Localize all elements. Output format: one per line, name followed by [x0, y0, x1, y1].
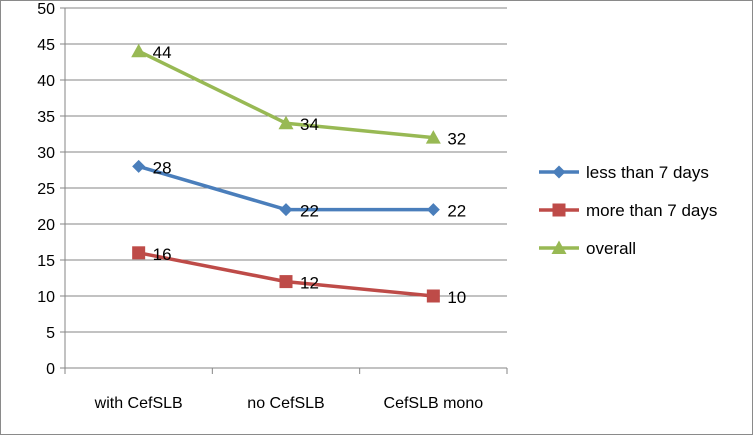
y-tick-label: 10	[37, 289, 55, 306]
data-label: 10	[447, 288, 466, 307]
data-label: 44	[153, 43, 172, 62]
legend-marker	[552, 203, 566, 217]
legend-item: overall	[539, 239, 636, 258]
legend-item: less than 7 days	[539, 163, 709, 182]
y-tick-label: 40	[37, 73, 55, 90]
data-point-marker	[426, 203, 440, 217]
data-labels: 28 22 22 16 12 10 44 34 32	[153, 43, 467, 307]
data-point-marker	[426, 289, 440, 303]
legend-marker	[552, 165, 566, 179]
y-tick-label: 0	[46, 361, 55, 378]
y-axis-tick-labels: 0 5 10 15 20 25 30 35 40 45 50	[37, 1, 55, 378]
y-tick-label: 20	[37, 217, 55, 234]
gridlines	[65, 7, 507, 333]
legend-label: less than 7 days	[586, 163, 709, 182]
data-point-marker	[132, 159, 146, 173]
y-tick-label: 45	[37, 37, 55, 54]
data-label: 34	[300, 115, 319, 134]
series-line	[138, 251, 434, 298]
series-more-than-7-days	[132, 246, 440, 303]
data-label: 28	[153, 158, 172, 177]
x-axis-tick-labels: with CefSLB no CefSLB CefSLB mono	[94, 395, 484, 412]
legend-item: more than 7 days	[539, 201, 717, 220]
data-point-marker	[279, 275, 293, 289]
axes	[60, 7, 508, 374]
series-overall	[131, 43, 441, 144]
y-tick-label: 30	[37, 145, 55, 162]
legend-marker	[551, 240, 567, 254]
data-label: 32	[447, 130, 466, 149]
data-label: 16	[153, 245, 172, 264]
x-tick-label: no CefSLB	[247, 395, 324, 412]
data-label: 22	[447, 202, 466, 221]
y-tick-label: 15	[37, 253, 55, 270]
data-point-marker	[132, 246, 146, 260]
y-tick-label: 5	[46, 325, 55, 342]
legend-label: more than 7 days	[586, 201, 717, 220]
series	[131, 43, 441, 303]
x-tick-label: with CefSLB	[94, 395, 183, 412]
y-tick-label: 50	[37, 1, 55, 18]
y-tick-label: 25	[37, 181, 55, 198]
data-point-marker	[278, 115, 294, 130]
data-label: 22	[300, 202, 319, 221]
legend-label: overall	[586, 239, 636, 258]
series-less-than-7-days	[132, 159, 440, 217]
data-point-marker	[131, 43, 147, 58]
data-point-marker	[425, 130, 441, 144]
data-label: 12	[300, 274, 319, 293]
data-point-marker	[279, 203, 293, 217]
y-tick-label: 35	[37, 109, 55, 126]
legend: less than 7 days more than 7 days overall	[539, 163, 717, 258]
x-tick-label: CefSLB mono	[384, 395, 484, 412]
